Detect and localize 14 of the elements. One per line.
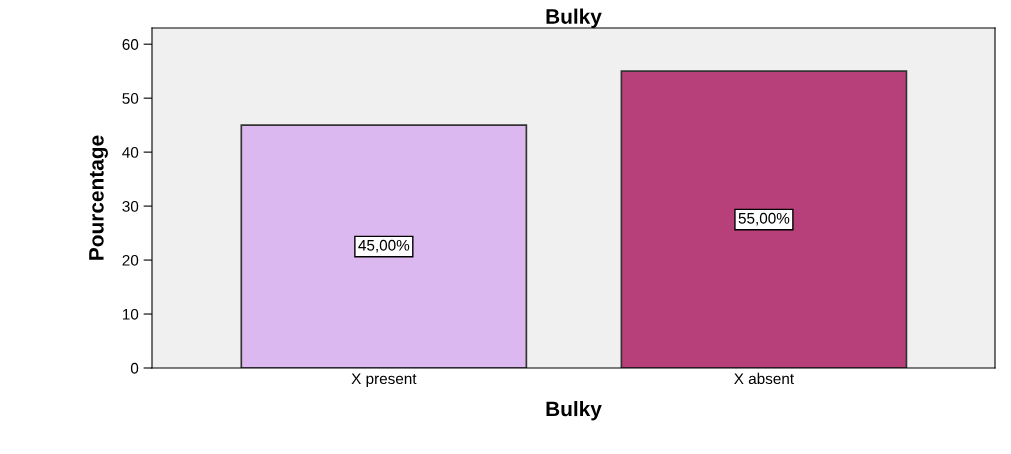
chart-title: Bulky [546, 8, 602, 28]
y-tick-label: 50 [122, 93, 139, 104]
y-tick-label: 60 [122, 39, 139, 50]
y-tick-label: 10 [122, 308, 139, 320]
y-axis-title: Pourcentage [89, 135, 108, 260]
y-tick-label: 30 [122, 200, 139, 212]
data-label: 45,00% [358, 239, 410, 253]
x-tick-label: X absent [734, 372, 794, 385]
x-tick-label: X present [351, 373, 417, 388]
y-tick-label: 40 [122, 146, 139, 158]
x-axis-title: Bulky [546, 400, 602, 421]
y-tick-label: 0 [130, 362, 139, 374]
data-label: 55,00% [738, 212, 790, 226]
y-tick-label: 20 [122, 254, 139, 266]
